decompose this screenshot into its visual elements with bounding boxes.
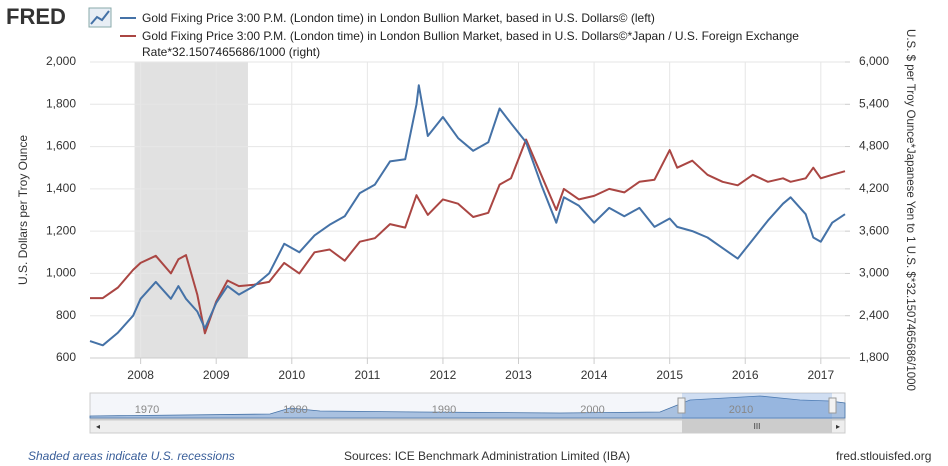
x-tick-label: 2008 (127, 368, 154, 382)
footer-source: Sources: ICE Benchmark Administration Li… (344, 449, 631, 463)
footer-note: Shaded areas indicate U.S. recessions (28, 449, 235, 463)
series-line (89, 84, 846, 347)
y-tick-label: 1,600 (46, 139, 76, 153)
x-tick-label: 2012 (430, 368, 457, 382)
svg-text:▸: ▸ (836, 422, 840, 431)
legend-entry: Gold Fixing Price 3:00 P.M. (London time… (142, 11, 655, 25)
y-tick-label: 1,400 (46, 181, 76, 195)
recession-band (134, 62, 248, 358)
x-tick-label: 2017 (807, 368, 834, 382)
y-tick-label: 2,000 (46, 54, 76, 68)
y-tick-label: 800 (56, 308, 76, 322)
x-tick-label: 2016 (732, 368, 759, 382)
y-tick-label: 600 (56, 350, 76, 364)
logo: FRED (6, 4, 66, 29)
y2-tick-label: 1,800 (859, 350, 889, 364)
x-tick-label: 2013 (505, 368, 532, 382)
y2-tick-label: 3,600 (859, 223, 889, 237)
navigator: ◂ ▸ III (89, 392, 846, 434)
footer-url: fred.stlouisfed.org (836, 449, 932, 463)
navigator-label: 1990 (432, 404, 456, 416)
y-tick-label: 1,200 (46, 223, 76, 237)
navigator-label: 1970 (135, 404, 159, 416)
legend-entry: Gold Fixing Price 3:00 P.M. (London time… (142, 29, 799, 59)
navigator-label: 2010 (729, 404, 753, 416)
navigator-label: 1980 (283, 404, 307, 416)
logo-icon (88, 7, 112, 28)
y2-tick-label: 5,400 (859, 96, 889, 110)
x-tick-label: 2010 (278, 368, 305, 382)
x-tick-label: 2015 (656, 368, 683, 382)
y-tick-label: 1,800 (46, 96, 76, 110)
y2-axis-title: U.S. $ per Troy Ounce*Japanese Yen to 1 … (904, 29, 916, 391)
svg-text:◂: ◂ (96, 422, 100, 431)
y2-tick-label: 4,200 (859, 181, 889, 195)
y2-tick-label: 6,000 (859, 54, 889, 68)
y-axis-title: U.S. Dollars per Troy Ounce (16, 135, 30, 285)
svg-text:III: III (754, 422, 761, 431)
y2-tick-label: 4,800 (859, 139, 889, 153)
x-tick-label: 2009 (203, 368, 230, 382)
y-tick-label: 1,000 (46, 266, 76, 280)
plot (89, 61, 846, 359)
x-tick-label: 2014 (581, 368, 608, 382)
y2-tick-label: 2,400 (859, 308, 889, 322)
navigator-label: 2000 (580, 404, 604, 416)
x-tick-label: 2011 (354, 368, 380, 382)
y2-tick-label: 3,000 (859, 266, 889, 280)
